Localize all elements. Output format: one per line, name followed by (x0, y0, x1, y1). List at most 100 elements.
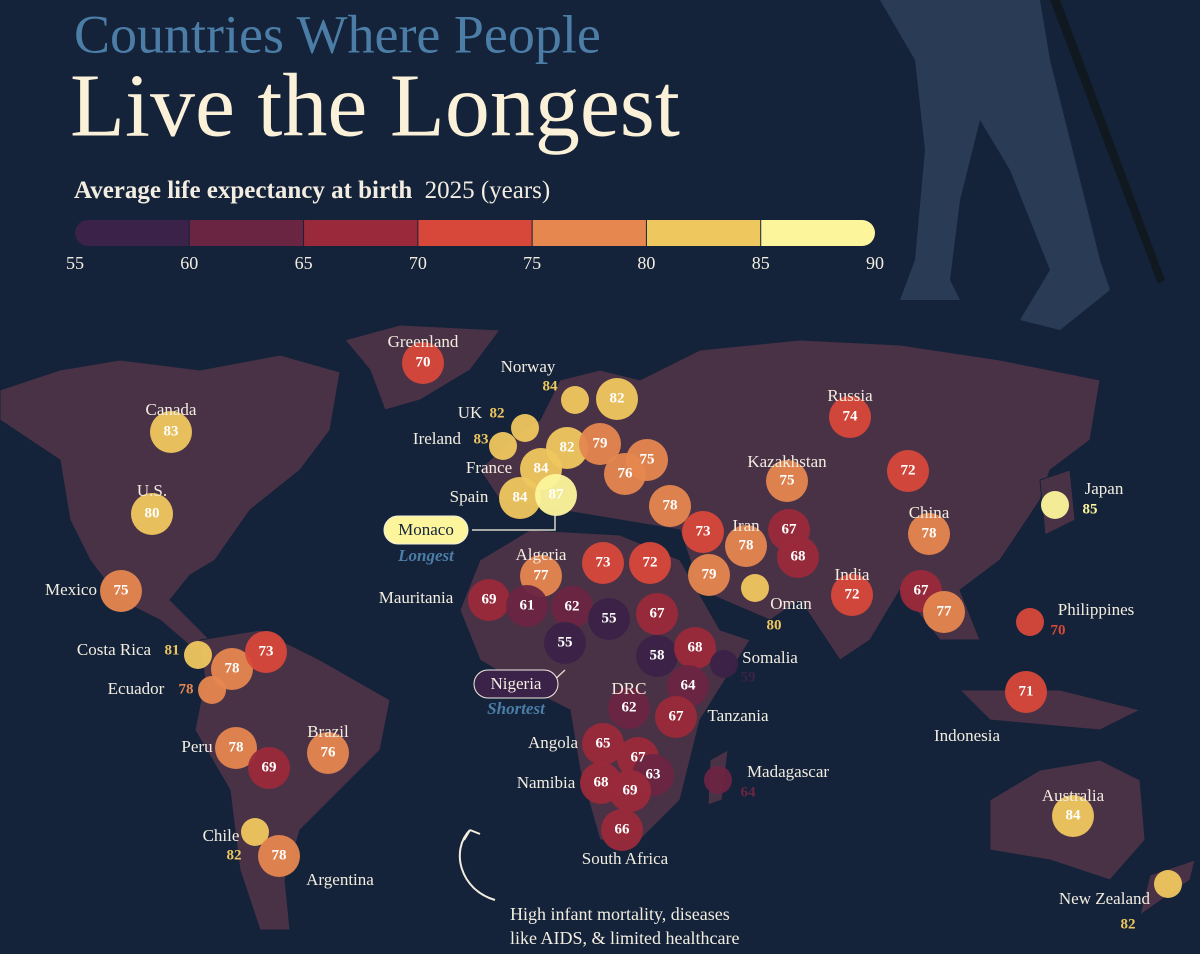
value-label: 75 (114, 582, 129, 598)
value-label: 69 (482, 591, 497, 607)
country-patch (908, 513, 950, 555)
value-label: 78 (225, 660, 240, 676)
legend-tick-label: 80 (637, 253, 655, 273)
value-label: 67 (650, 605, 666, 621)
country-patch (829, 396, 871, 438)
country-name: India (835, 565, 870, 584)
country-name: Madagascar (747, 762, 829, 781)
value-label: 68 (688, 639, 703, 655)
country-patch (604, 453, 646, 495)
annotation-pill (383, 515, 469, 545)
value-label: 62 (565, 598, 580, 614)
country-patch (766, 460, 808, 502)
legend-segment (532, 220, 647, 246)
value-label: 78 (663, 497, 678, 513)
legend-tick-label: 60 (180, 253, 198, 273)
country-patch (1016, 608, 1044, 636)
country-patch (535, 474, 577, 516)
country-patch (1041, 491, 1069, 519)
country-patch (511, 414, 539, 442)
value-label: 82 (227, 847, 242, 863)
annotation-note: Shortest (487, 699, 546, 718)
country-name: DRC (612, 679, 647, 698)
legend-tick-label: 70 (409, 253, 427, 273)
country-name: Tanzania (707, 706, 769, 725)
country-name: Brazil (307, 722, 349, 741)
value-label: 72 (845, 586, 860, 602)
country-name: UK (458, 403, 483, 422)
annotation-pill (473, 669, 559, 699)
country-patch (198, 676, 226, 704)
country-name: U.S. (137, 481, 167, 500)
legend-segment (303, 220, 419, 246)
value-label: 55 (602, 610, 617, 626)
subtitle-rest: 2025 (years) (425, 177, 551, 204)
legend-tick-label: 90 (866, 253, 884, 273)
legend-segment (646, 220, 762, 246)
country-name: Mexico (45, 580, 97, 599)
value-label: 67 (914, 582, 930, 598)
country-patch (629, 542, 671, 584)
value-label: 73 (696, 523, 711, 539)
country-patch (682, 511, 724, 553)
value-label: 74 (843, 408, 859, 424)
country-patch (468, 579, 510, 621)
country-name: Indonesia (934, 726, 1001, 745)
country-patch (211, 648, 253, 690)
value-label: 83 (474, 431, 489, 447)
country-name: Argentina (306, 870, 374, 889)
country-patch (579, 423, 621, 465)
value-label: 69 (623, 782, 638, 798)
country-name: Mauritania (379, 588, 454, 607)
country-patch (741, 574, 769, 602)
value-label: 78 (272, 847, 287, 863)
country-name: Spain (450, 487, 489, 506)
country-patch (245, 631, 287, 673)
value-label: 78 (179, 681, 194, 697)
country-patch (582, 723, 624, 765)
country-name: New Zealand (1059, 889, 1151, 908)
country-patch (596, 378, 638, 420)
country-name: Algeria (516, 545, 567, 564)
value-label: 61 (520, 597, 535, 613)
legend-tick-label: 85 (752, 253, 770, 273)
arrow-head (463, 829, 481, 841)
value-label: 69 (262, 759, 277, 775)
legend-segment (760, 220, 875, 246)
subtitle: Average life expectancy at birth 2025 (y… (74, 177, 550, 204)
value-label: 67 (669, 708, 685, 724)
leader-line (472, 515, 556, 531)
country-patch (609, 770, 651, 812)
footnote-line: like AIDS, & limited healthcare (510, 928, 739, 948)
map-labels: 70 Greenland 84 Norway 82 74 Russia 82 UK 83 Irela… (45, 332, 1150, 933)
country-patch (551, 586, 593, 628)
value-label: 79 (702, 566, 717, 582)
value-label: 65 (596, 735, 611, 751)
value-label: 72 (901, 462, 916, 478)
value-label: 85 (1083, 501, 1098, 517)
footnote-line: High infant mortality, diseases (510, 904, 730, 924)
legend-segment (189, 220, 305, 246)
value-label: 73 (596, 554, 611, 570)
value-label: 80 (145, 505, 160, 521)
value-label: 78 (922, 525, 937, 541)
country-patch (1005, 671, 1047, 713)
value-label: 76 (321, 744, 337, 760)
country-name: South Africa (582, 849, 669, 868)
value-label: 55 (558, 634, 573, 650)
country-patch (561, 386, 589, 414)
value-label: 63 (646, 766, 661, 782)
country-name: Costa Rica (77, 640, 152, 659)
country-name: Namibia (517, 773, 576, 792)
country-patch (649, 485, 691, 527)
value-label: 58 (650, 647, 665, 663)
country-name: Ireland (413, 429, 462, 448)
value-label: 77 (937, 603, 953, 619)
country-name: Kazakhstan (747, 452, 827, 471)
photo-silhouette (880, 0, 1165, 330)
country-name: Oman (770, 594, 812, 613)
value-label: 82 (560, 439, 575, 455)
value-label: 87 (549, 486, 565, 502)
title-line-1: Countries Where People (74, 4, 601, 64)
